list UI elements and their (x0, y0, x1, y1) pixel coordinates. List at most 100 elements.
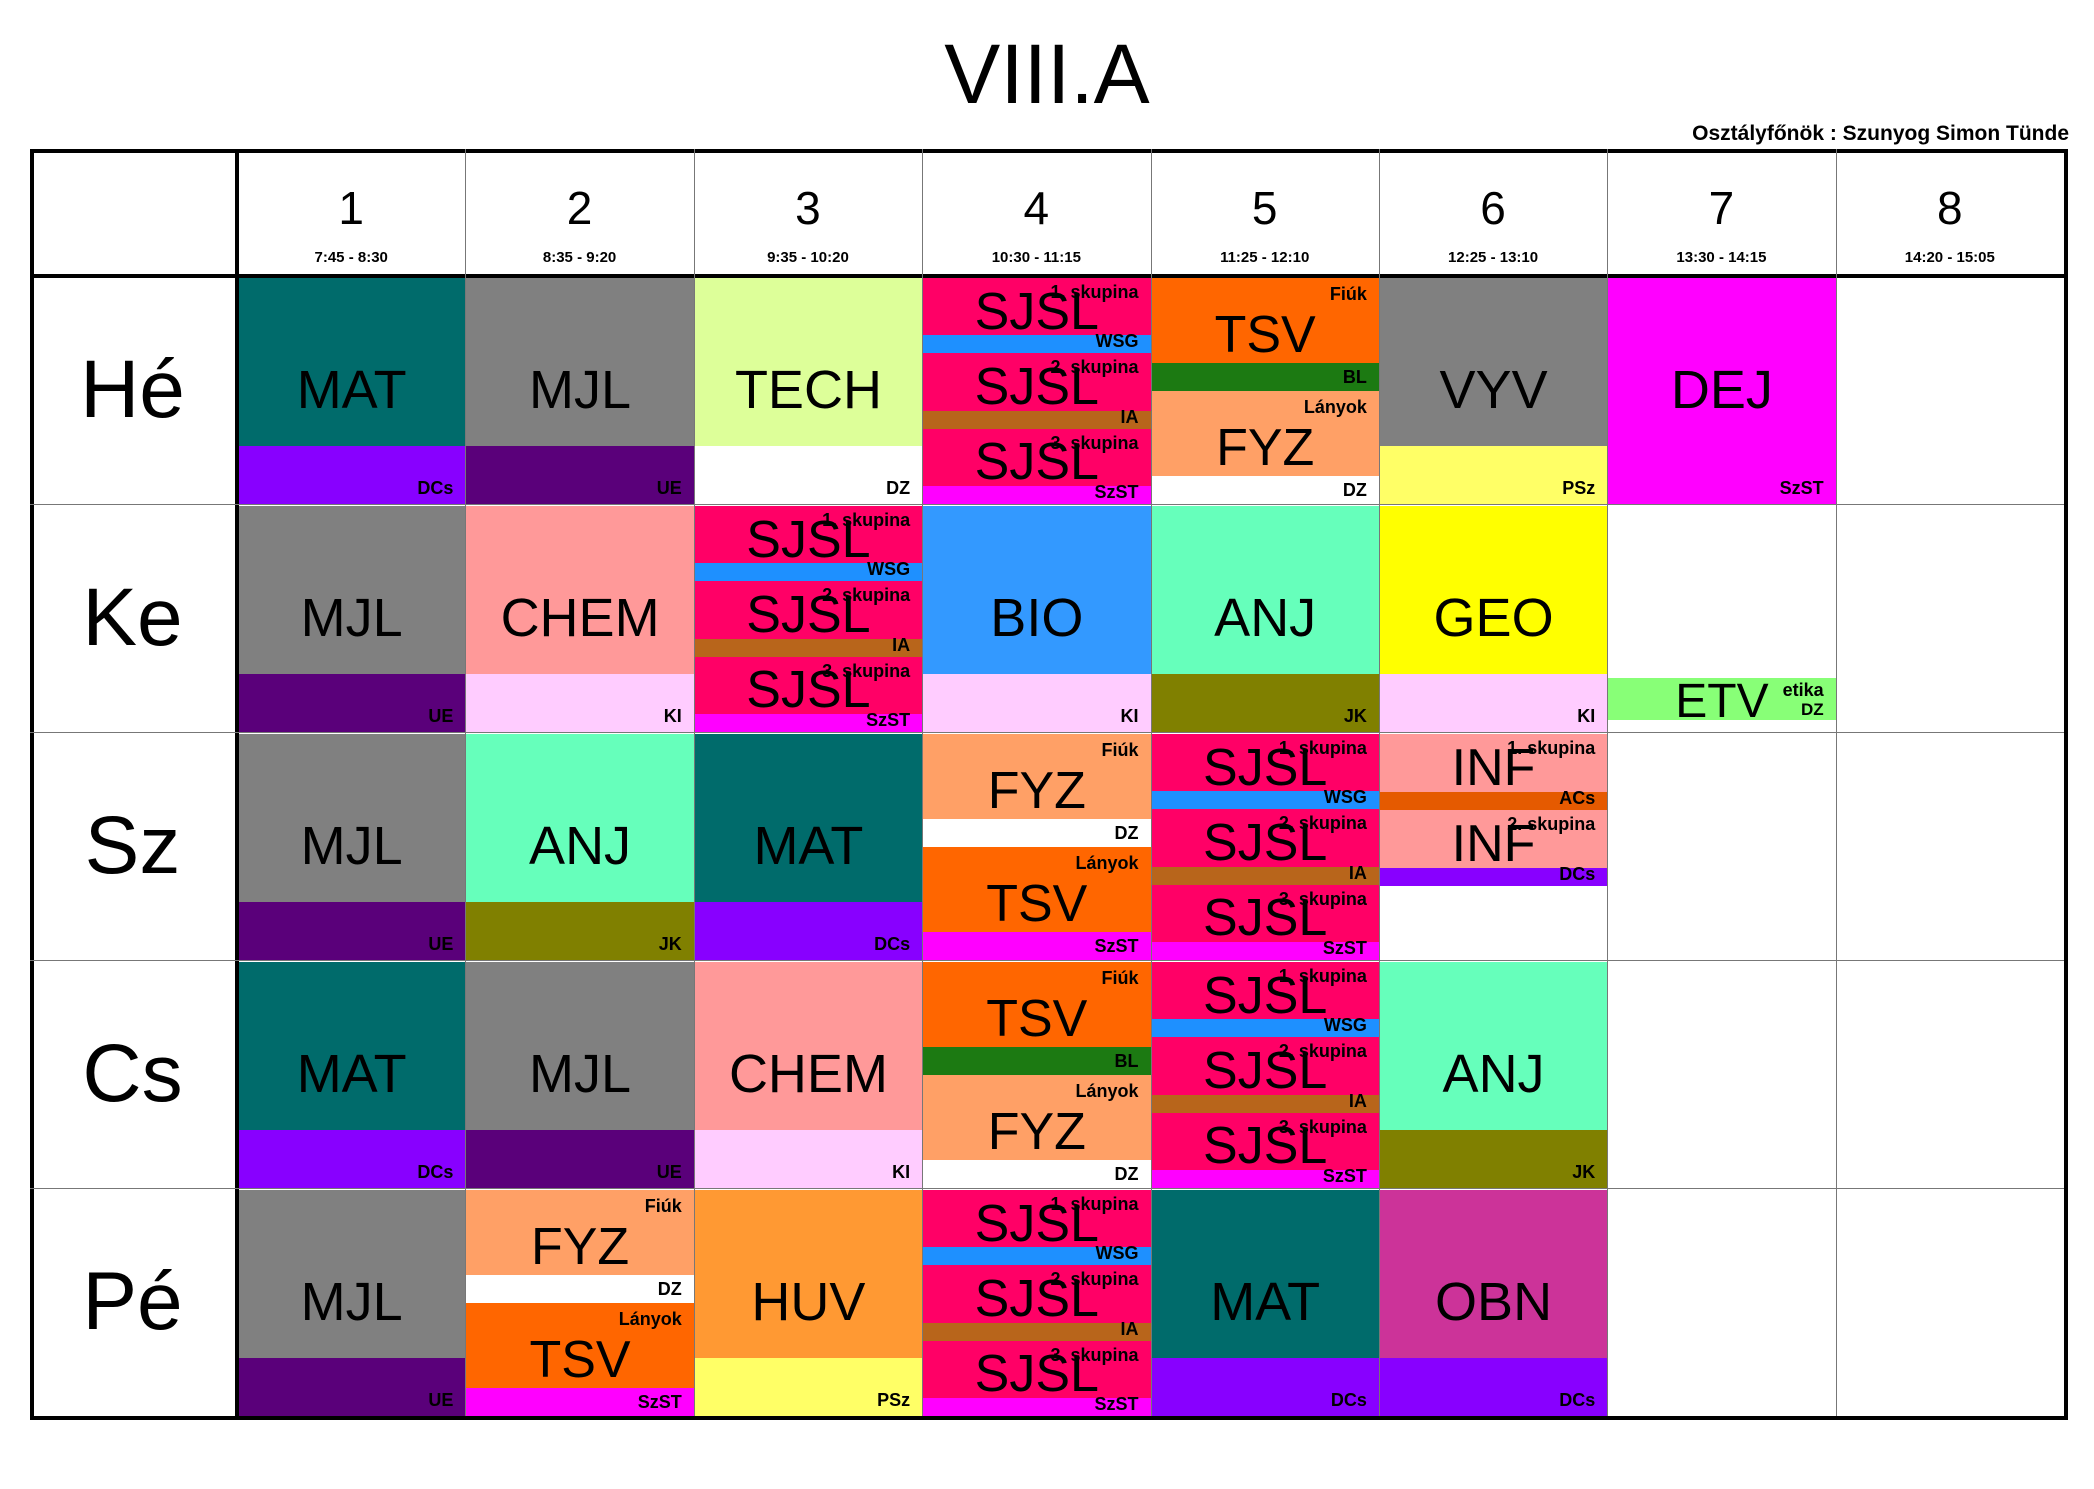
subject-label: SJSL (974, 357, 1099, 416)
teacher-code: SzST (1779, 478, 1824, 498)
period-time: 10:30 - 11:15 (991, 249, 1081, 266)
teacher-bar (466, 1388, 694, 1416)
subject-label: DEJ (1670, 360, 1773, 420)
subject-label: MJL (300, 588, 403, 648)
teacher-strip: DCs (694, 902, 923, 960)
group-label: 2. skupina (1050, 357, 1139, 378)
part-block: FYZ Lányok DZ (923, 1075, 1151, 1188)
period-number: 7 (1708, 182, 1735, 234)
class-teacher-label: Osztályfőnök : Szunyog Simon Tünde (1692, 122, 2069, 145)
teacher-bar (1151, 791, 1379, 810)
period-number: 3 (795, 182, 821, 234)
teacher-code: SzST (1322, 1165, 1367, 1186)
grid-line (30, 1416, 2068, 1420)
teacher-code: SzST (637, 1392, 682, 1412)
grid-line (1378, 149, 1380, 1416)
group-label: 3. skupina (1050, 432, 1139, 453)
group-block: SJSL 1. skupina WSG (923, 278, 1151, 354)
grid-line (922, 149, 924, 1416)
day-label: Cs (82, 1028, 183, 1119)
subject-label: TSV (1214, 305, 1316, 364)
group-label: 1. skupina (1507, 738, 1596, 758)
lesson-block: MAT (238, 962, 466, 1130)
period-time: 7:45 - 8:30 (314, 249, 388, 266)
teacher-strip: UE (466, 446, 694, 504)
teacher-code: JK (658, 934, 682, 954)
teacher-strip: JK (1151, 674, 1379, 732)
day-label: Pé (82, 1256, 183, 1347)
subject-label: TSV (986, 989, 1088, 1048)
period-number: 2 (566, 182, 593, 234)
part-block: FYZ Lányok DZ (1151, 391, 1379, 504)
teacher-code: BL (1114, 1051, 1139, 1071)
lesson-block: ANJ (1379, 962, 1608, 1130)
teacher-strip: UE (238, 902, 466, 960)
period-time: 11:25 - 12:10 (1220, 249, 1310, 266)
subject-label: MJL (300, 816, 403, 876)
teacher-code: WSG (1095, 331, 1139, 352)
part-label: Lányok (1303, 397, 1367, 417)
part-label: Lányok (1075, 853, 1139, 873)
group-label: 1. skupina (822, 510, 911, 530)
teacher-code: SzST (1322, 937, 1367, 958)
subject-label: MJL (529, 360, 632, 420)
grid-line (30, 1188, 2064, 1189)
part-label: Fiúk (1101, 740, 1139, 760)
subject-label: ANJ (529, 816, 632, 876)
lesson-block: ANJ (466, 734, 694, 902)
group-block: SJSL 3. skupina SzST (923, 428, 1151, 504)
group-label: 3. skupina (1050, 1344, 1139, 1365)
teacher-code: UE (656, 1162, 682, 1182)
teacher-bar (1151, 1019, 1379, 1038)
group-block: INF 2. skupina DCs (1379, 810, 1608, 886)
period-time: 13:30 - 14:15 (1676, 249, 1767, 266)
teacher-bar (923, 819, 1151, 847)
teacher-strip: JK (466, 902, 694, 960)
grid-line (30, 274, 2064, 278)
lesson-block: HUV (694, 1190, 923, 1358)
grid-line (693, 149, 695, 1416)
grid-line (1835, 149, 1837, 1416)
teacher-code: JK (1343, 706, 1367, 726)
teacher-code: SzST (866, 709, 911, 730)
teacher-bar (694, 563, 923, 582)
subject-label: SJSL (1203, 1117, 1328, 1176)
grid-line (30, 960, 2064, 961)
page-title: VIII.A (944, 27, 1150, 121)
period-time: 12:25 - 13:10 (1448, 249, 1539, 266)
period-number: 4 (1023, 182, 1050, 234)
part-label: Lányok (618, 1309, 682, 1329)
grid-line (465, 149, 467, 1416)
lesson-block: BIO (923, 506, 1151, 674)
subject-label: MJL (529, 1044, 632, 1104)
lesson-block: MAT (694, 734, 923, 902)
teacher-bar (1151, 1169, 1379, 1188)
part-block: FYZ Fiúk DZ (466, 1190, 694, 1303)
teacher-code: IA (1348, 862, 1367, 883)
group-label: 1. skupina (1278, 738, 1367, 758)
teacher-bar (923, 1160, 1151, 1188)
group-label: 2. skupina (1278, 813, 1367, 834)
teacher-strip: KI (1379, 674, 1608, 732)
teacher-bar (1151, 941, 1379, 960)
part-label: Lányok (1075, 1081, 1139, 1101)
lesson-block: MAT (1151, 1190, 1379, 1358)
group-block: SJSL 3. skupina SzST (1151, 884, 1379, 960)
subject-label: SJSL (1203, 813, 1328, 872)
part-label: etika (1782, 680, 1824, 700)
subject-label: SJSL (1203, 738, 1328, 797)
teacher-code: IA (1348, 1090, 1367, 1111)
lesson-block: TECH (694, 278, 923, 446)
teacher-bar (1151, 866, 1379, 885)
lesson-block: ANJ (1151, 506, 1379, 674)
lesson-block: MAT (238, 278, 466, 446)
teacher-bar (923, 1397, 1151, 1416)
period-time: 9:35 - 10:20 (767, 249, 849, 266)
teacher-code: IA (892, 634, 911, 655)
group-block: SJSL 2. skupina IA (923, 1265, 1151, 1341)
teacher-strip: PSz (694, 1358, 923, 1416)
teacher-strip: SzST (1608, 446, 1836, 504)
teacher-code: BL (1342, 367, 1367, 387)
teacher-code: DZ (1342, 480, 1367, 500)
group-block: SJSL 2. skupina IA (1151, 809, 1379, 885)
